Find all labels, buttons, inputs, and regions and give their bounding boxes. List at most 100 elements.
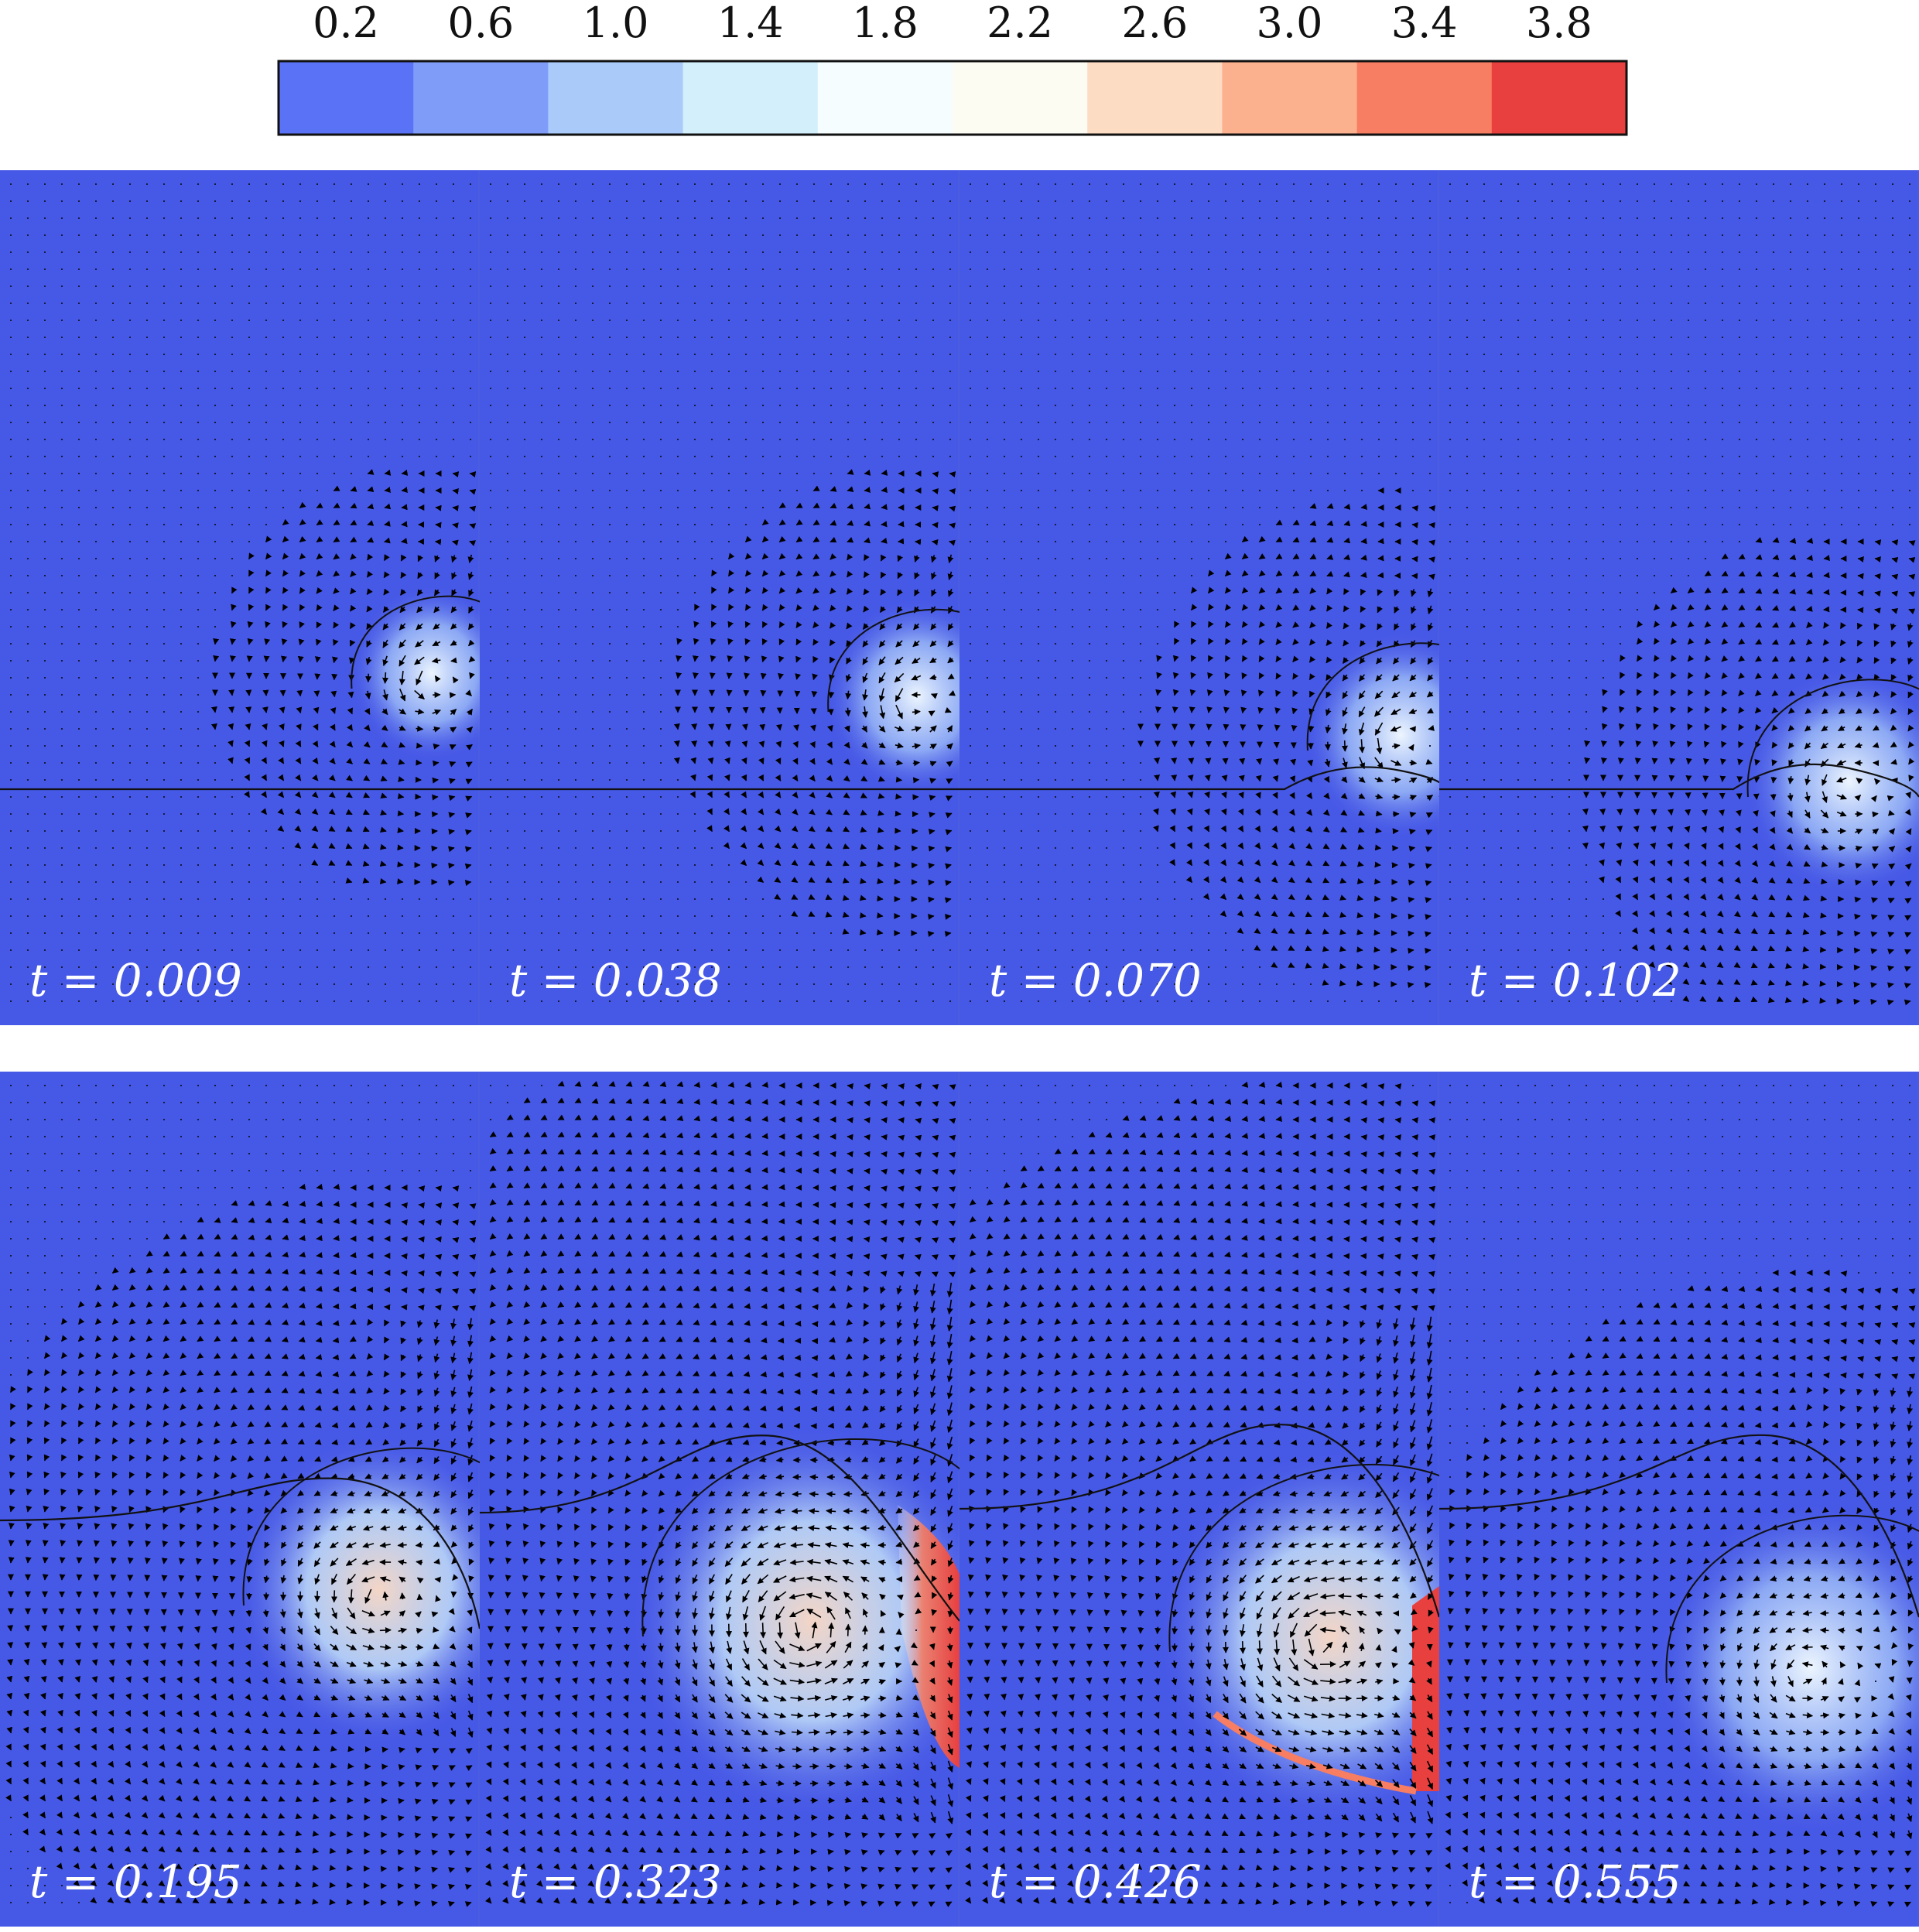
- vector-dot: [61, 830, 63, 832]
- vector-dot: [643, 473, 645, 474]
- vector-dot: [1671, 422, 1672, 423]
- vector-dot: [1242, 1000, 1243, 1002]
- vector-dot: [694, 286, 696, 287]
- vector-dot: [1242, 405, 1243, 406]
- vector-dot: [1412, 320, 1414, 321]
- vector-dot: [27, 813, 29, 815]
- vector-arrow: [316, 558, 317, 559]
- vector-dot: [1344, 405, 1346, 406]
- vector-dot: [1259, 473, 1261, 474]
- vector-dot: [881, 354, 883, 355]
- vector-dot: [970, 575, 971, 576]
- vector-dot: [1483, 200, 1485, 202]
- vector-dot: [351, 898, 352, 900]
- vector-dot: [1739, 405, 1740, 406]
- vector-dot: [1603, 660, 1604, 662]
- vector-dot: [987, 864, 988, 866]
- vector-dot: [660, 813, 662, 815]
- vector-dot: [1807, 217, 1808, 219]
- vector-arrow: [1242, 643, 1243, 645]
- vector-dot: [1449, 592, 1451, 593]
- vector-dot: [592, 677, 593, 679]
- vector-dot: [1259, 1000, 1261, 1002]
- vector-dot: [592, 575, 593, 576]
- vector-arrow: [299, 592, 300, 593]
- vector-dot: [1310, 183, 1312, 185]
- vector-dot: [27, 371, 29, 372]
- vector-dot: [27, 286, 29, 287]
- vector-dot: [864, 337, 866, 338]
- vector-dot: [1344, 371, 1346, 372]
- vector-dot: [1004, 524, 1005, 525]
- vector-dot: [44, 507, 46, 508]
- vector-dot: [677, 251, 679, 253]
- vector-dot: [1395, 200, 1397, 202]
- vector-dot: [490, 966, 491, 968]
- vector-dot: [1140, 320, 1141, 321]
- vector-dot: [112, 813, 114, 815]
- vector-arrow: [368, 814, 369, 815]
- vector-arrow: [712, 609, 713, 610]
- vector-dot: [180, 796, 182, 798]
- vector-dot: [970, 388, 971, 389]
- vector-dot: [1841, 354, 1842, 355]
- vector-dot: [1620, 320, 1621, 321]
- vector-dot: [1603, 320, 1604, 321]
- vector-dot: [61, 439, 63, 440]
- vector-dot: [436, 422, 437, 423]
- vector-dot: [1534, 422, 1536, 423]
- vector-dot: [949, 286, 951, 287]
- vector-arrow: [1242, 592, 1243, 593]
- vector-dot: [1739, 183, 1740, 185]
- vector-dot: [1038, 592, 1039, 593]
- vector-dot: [575, 779, 576, 781]
- vector-dot: [490, 354, 491, 355]
- vector-dot: [1004, 779, 1005, 781]
- vector-dot: [1157, 643, 1158, 645]
- vector-dot: [27, 473, 29, 474]
- vector-dot: [1412, 286, 1414, 287]
- vector-dot: [592, 847, 593, 849]
- vector-arrow: [299, 831, 300, 832]
- vector-dot: [1021, 898, 1022, 900]
- vector-dot: [1449, 371, 1451, 372]
- vector-dot: [78, 643, 80, 645]
- vector-dot: [1140, 456, 1141, 457]
- vector-dot: [1620, 490, 1621, 491]
- vector-dot: [129, 626, 131, 627]
- vector-dot: [1225, 524, 1226, 525]
- vector-dot: [1361, 251, 1363, 253]
- vector-dot: [1055, 371, 1056, 372]
- vector-dot: [351, 949, 352, 951]
- vector-dot: [1123, 541, 1124, 542]
- vector-dot: [609, 609, 611, 610]
- vector-dot: [1909, 337, 1910, 338]
- vector-dot: [1429, 251, 1431, 253]
- vector-dot: [490, 439, 491, 440]
- vector-dot: [1807, 473, 1808, 474]
- vector-dot: [970, 881, 971, 883]
- vector-dot: [1174, 337, 1175, 338]
- vector-dot: [1123, 949, 1124, 951]
- vector-dot: [112, 251, 114, 253]
- vector-dot: [1841, 507, 1842, 508]
- vector-dot: [1773, 200, 1774, 202]
- vector-dot: [1157, 915, 1158, 917]
- vector-dot: [78, 388, 80, 389]
- vector-dot: [163, 422, 165, 423]
- vector-dot: [1361, 183, 1363, 185]
- vector-dot: [368, 200, 369, 202]
- vector-dot: [830, 303, 832, 304]
- vector-dot: [334, 234, 335, 236]
- vector-dot: [987, 507, 988, 508]
- vector-arrow: [729, 830, 730, 831]
- vector-dot: [711, 268, 713, 270]
- vector-dot: [78, 813, 80, 815]
- vector-dot: [299, 864, 301, 866]
- vector-dot: [1225, 337, 1226, 338]
- vector-dot: [27, 575, 29, 576]
- vector-dot: [1637, 541, 1638, 542]
- vector-dot: [1004, 847, 1005, 849]
- vector-dot: [1892, 268, 1893, 270]
- vector-dot: [27, 217, 29, 219]
